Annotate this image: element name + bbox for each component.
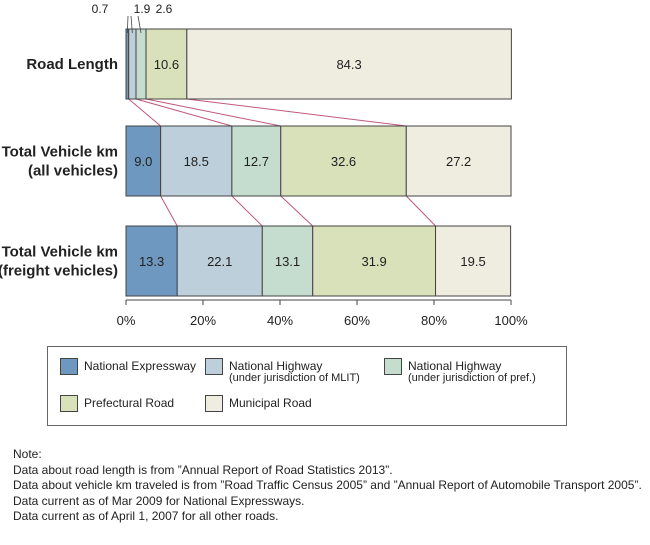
data-label: 18.5 xyxy=(184,154,209,169)
data-label: 31.9 xyxy=(361,254,386,269)
legend-sublabel: (under jurisdiction of MLIT) xyxy=(229,372,360,384)
x-tick-label: 0% xyxy=(117,313,136,328)
data-label: 13.3 xyxy=(139,254,164,269)
legend-item: National Expressway xyxy=(60,358,196,375)
legend-label: Municipal Road xyxy=(229,396,312,410)
legend-swatch xyxy=(205,358,223,375)
legend-item: National Highway (under jurisdiction of p… xyxy=(384,358,536,384)
connector-line xyxy=(280,195,314,227)
legend-sublabel: (under jurisdiction of pref.) xyxy=(408,372,536,384)
notes-heading: Note: xyxy=(13,447,42,461)
bar-segment xyxy=(280,125,407,197)
connector-line xyxy=(145,98,281,127)
connector-line xyxy=(405,195,436,227)
data-label: 1.9 xyxy=(134,2,151,16)
data-label: 13.1 xyxy=(275,254,300,269)
legend-swatch xyxy=(384,358,402,375)
legend-item: Municipal Road xyxy=(205,395,312,412)
x-tick-label: 60% xyxy=(344,313,370,328)
data-label: 9.0 xyxy=(134,154,152,169)
bar-segment xyxy=(160,125,233,197)
data-label: 32.6 xyxy=(331,154,356,169)
data-label: 22.1 xyxy=(207,254,232,269)
legend-item: National Highway (under jurisdiction of M… xyxy=(205,358,360,384)
connector-line xyxy=(135,98,233,127)
data-label: 27.2 xyxy=(446,154,471,169)
bar-segment xyxy=(231,125,282,197)
bar-segment xyxy=(145,28,188,100)
note-line: Data current as of Mar 2009 for National… xyxy=(13,493,305,508)
note-line: Data about vehicle km traveled is from ”… xyxy=(13,478,642,493)
bar-segment xyxy=(405,125,512,197)
bar-segment xyxy=(186,28,512,100)
legend-label: National Highway xyxy=(229,359,323,373)
legend-swatch xyxy=(205,395,223,412)
category-label: Total Vehicle km xyxy=(2,244,118,261)
data-label: 0.7 xyxy=(92,2,109,16)
connector-line xyxy=(186,98,407,127)
label-leader xyxy=(137,15,142,34)
x-tick-label: 40% xyxy=(267,313,293,328)
legend-item: Prefectural Road xyxy=(60,395,174,412)
bar-segment xyxy=(135,28,147,100)
category-label: (freight vehicles) xyxy=(0,263,118,280)
legend-label: National Expressway xyxy=(84,359,197,373)
notes: Note: Data about road length is from ”Ann… xyxy=(13,447,642,525)
x-tick-label: 20% xyxy=(190,313,216,328)
bar-segment xyxy=(125,125,162,197)
data-label: 19.5 xyxy=(460,254,485,269)
x-tick-label: 100% xyxy=(494,313,528,328)
legend-swatch xyxy=(60,395,78,412)
connector-line xyxy=(231,195,263,227)
legend-swatch xyxy=(60,358,78,375)
bar-segment xyxy=(261,225,314,297)
label-leader xyxy=(126,15,129,34)
connector-line xyxy=(160,195,178,227)
data-label: 10.6 xyxy=(154,57,179,72)
data-label: 84.3 xyxy=(336,57,361,72)
connector-line xyxy=(128,98,161,127)
note-line: Data about road length is from ”Annual R… xyxy=(13,462,393,477)
label-leader xyxy=(130,15,133,34)
legend: National Expressway National Highway (unde… xyxy=(47,346,567,426)
note-line: Data current as of April 1, 2007 for all… xyxy=(13,509,279,524)
data-label: 2.6 xyxy=(156,2,173,16)
bar-segment xyxy=(128,28,137,100)
legend-label: National Highway xyxy=(408,359,502,373)
category-label: Total Vehicle km xyxy=(2,144,118,161)
category-label: (all vehicles) xyxy=(28,163,118,180)
bar-segment xyxy=(435,225,512,297)
category-label: Road Length xyxy=(26,56,118,73)
x-tick-label: 80% xyxy=(421,313,447,328)
data-label: 12.7 xyxy=(244,154,269,169)
stacked-bar-chart: 0.7 1.9 2.6 10.6 84.3 9.0 18.5 12.7 32.6 27.2 13.3… xyxy=(0,2,528,328)
legend-label: Prefectural Road xyxy=(84,396,175,410)
